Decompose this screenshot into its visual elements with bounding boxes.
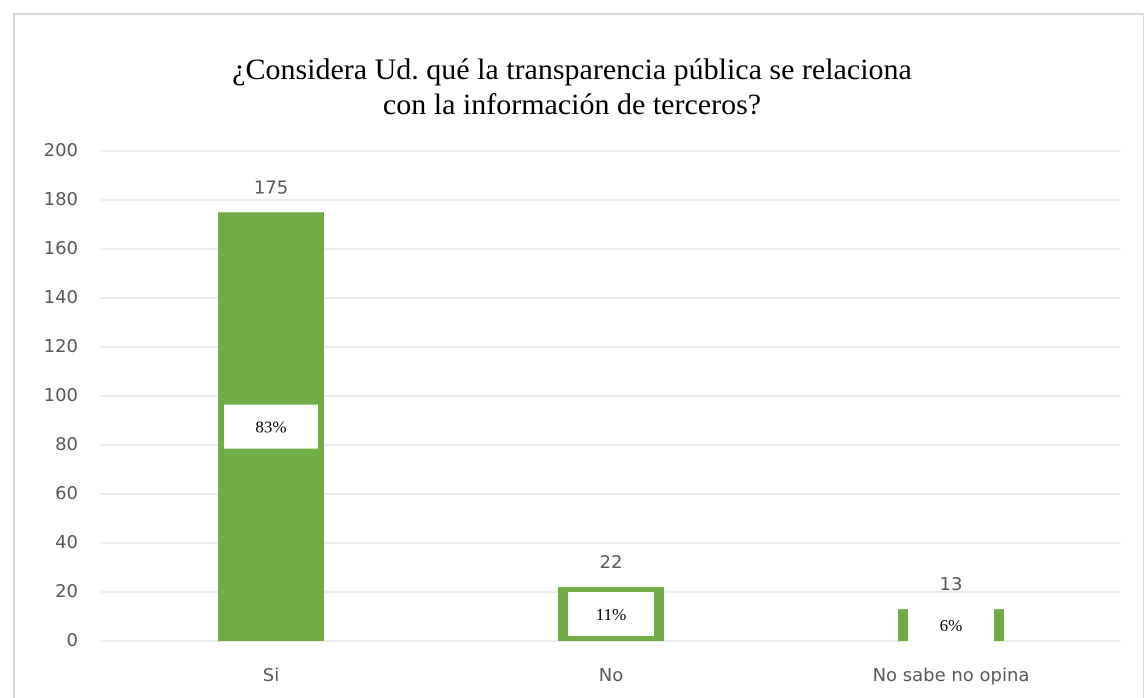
value-label: 22 [600, 552, 623, 573]
chart-title: ¿Considera Ud. qué la transparencia públ… [232, 53, 912, 86]
chart-border [13, 13, 1144, 698]
percentage-box [224, 404, 318, 449]
percentage-box [568, 592, 654, 637]
y-tick-label: 200 [44, 140, 78, 161]
y-tick-label: 180 [44, 189, 78, 210]
value-label: 13 [940, 574, 963, 595]
percentage-box [908, 603, 994, 648]
y-tick-label: 100 [44, 385, 78, 406]
y-tick-label: 80 [55, 434, 78, 455]
y-tick-label: 140 [44, 287, 78, 308]
x-tick-label: No sabe no opina [873, 665, 1030, 686]
x-tick-label: No [599, 665, 623, 686]
y-tick-label: 120 [44, 336, 78, 357]
value-label: 175 [254, 177, 288, 198]
chart-title: con la información de terceros? [383, 88, 761, 121]
y-tick-label: 40 [55, 532, 78, 553]
percentage-label: 83% [255, 418, 286, 437]
percentage-label: 6% [940, 616, 963, 635]
y-tick-label: 160 [44, 238, 78, 259]
x-tick-label: Si [263, 665, 279, 686]
y-tick-label: 60 [55, 483, 78, 504]
y-tick-label: 20 [55, 581, 78, 602]
y-tick-label: 0 [67, 630, 78, 651]
percentage-label: 11% [596, 605, 627, 624]
